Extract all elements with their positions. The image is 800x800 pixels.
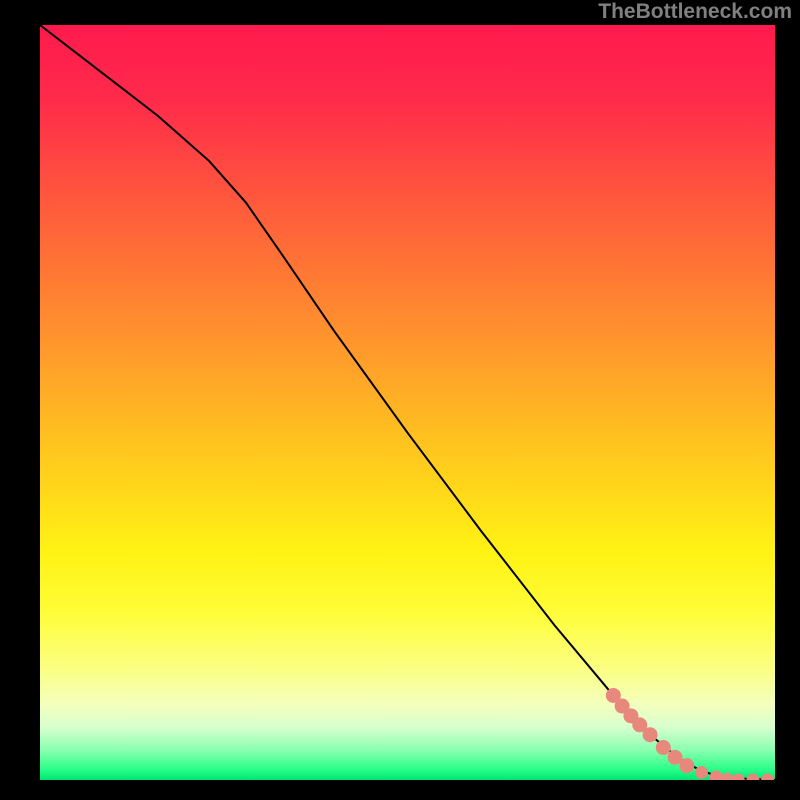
plot-area [40,25,775,780]
watermark-text: TheBottleneck.com [598,0,792,24]
gradient-background [40,25,775,780]
chart-frame: TheBottleneck.com [0,0,800,800]
